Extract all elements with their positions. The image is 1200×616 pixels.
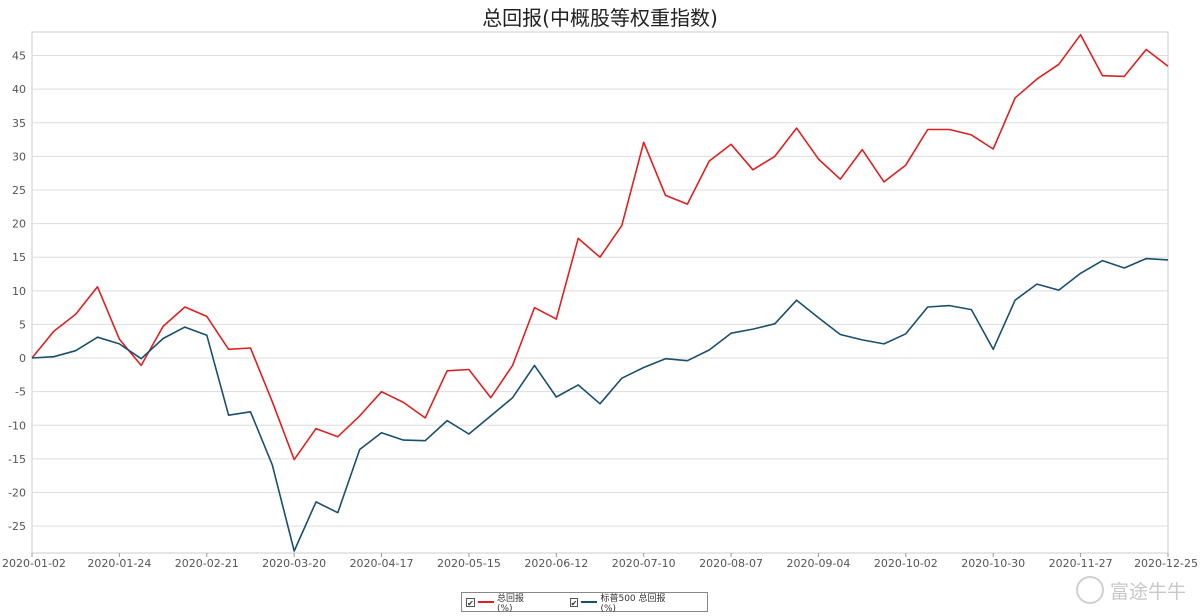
- x-tick-label: 2020-11-27: [1049, 557, 1113, 570]
- legend: ✔ 总回报(%) ✔ 标普500 总回报(%): [461, 591, 708, 614]
- y-axis-ticks: 45 40 35 30 25 20 15 10 5 0 -5 -10 -15 -20 -25: [8, 50, 26, 534]
- y-tick-label: 25: [12, 184, 26, 197]
- series-lines: [31, 33, 1169, 552]
- y-tick-label: -15: [8, 453, 26, 466]
- x-tick-label: 2020-08-07: [699, 557, 763, 570]
- plot-area: [31, 31, 1169, 554]
- x-tick-label: 2020-05-15: [437, 557, 501, 570]
- grid-lines: [32, 55, 1168, 527]
- y-tick-label: 5: [19, 318, 26, 331]
- y-tick-label: 0: [19, 352, 26, 365]
- legend-checkbox[interactable]: ✔: [569, 597, 579, 608]
- x-tick-label: 2020-07-10: [612, 557, 676, 570]
- y-tick-label: 30: [12, 150, 26, 163]
- x-tick-label: 2020-01-02: [2, 557, 66, 570]
- watermark-text: 富途牛牛: [1109, 580, 1186, 603]
- y-tick-label: 45: [12, 50, 26, 63]
- watermark: 富途牛牛: [1075, 576, 1186, 604]
- legend-swatch-red: [477, 601, 494, 603]
- legend-checkbox[interactable]: ✔: [466, 597, 475, 608]
- x-axis-ticks: 2020-01-02 2020-01-24 2020-02-21 2020-03-20…: [2, 553, 1198, 570]
- x-tick-label: 2020-12-25: [1134, 557, 1198, 570]
- legend-label: 总回报(%): [496, 593, 524, 614]
- x-tick-label: 2020-10-02: [874, 557, 938, 570]
- legend-item-sp500-return[interactable]: ✔ 标普500 总回报(%): [569, 591, 682, 614]
- x-tick-label: 2020-03-20: [262, 557, 326, 570]
- y-tick-label: 10: [12, 285, 26, 298]
- y-tick-label: 35: [12, 117, 26, 130]
- x-tick-label: 2020-02-21: [175, 557, 239, 570]
- y-tick-label: -10: [8, 419, 26, 432]
- legend-item-total-return[interactable]: ✔ 总回报(%): [466, 591, 540, 614]
- x-tick-label: 2020-10-30: [961, 557, 1025, 570]
- legend-label: 标普500 总回报(%): [600, 593, 666, 614]
- series-line-sp500-return: [31, 257, 1169, 552]
- futu-logo-icon: [1075, 576, 1104, 604]
- legend-swatch-blue: [581, 601, 598, 603]
- x-tick-label: 2020-09-04: [786, 557, 850, 570]
- y-tick-label: 15: [12, 251, 26, 264]
- y-tick-label: -20: [8, 486, 26, 499]
- chart-title: 总回报(中概股等权重指数): [482, 6, 718, 30]
- y-tick-label: -25: [8, 520, 26, 533]
- y-tick-label: 40: [12, 83, 26, 96]
- series-line-total-return: [31, 33, 1169, 461]
- y-tick-label: -5: [15, 386, 26, 399]
- x-tick-label: 2020-06-12: [524, 557, 588, 570]
- x-tick-label: 2020-01-24: [87, 557, 151, 570]
- y-tick-label: 20: [12, 218, 26, 231]
- x-tick-label: 2020-04-17: [350, 557, 414, 570]
